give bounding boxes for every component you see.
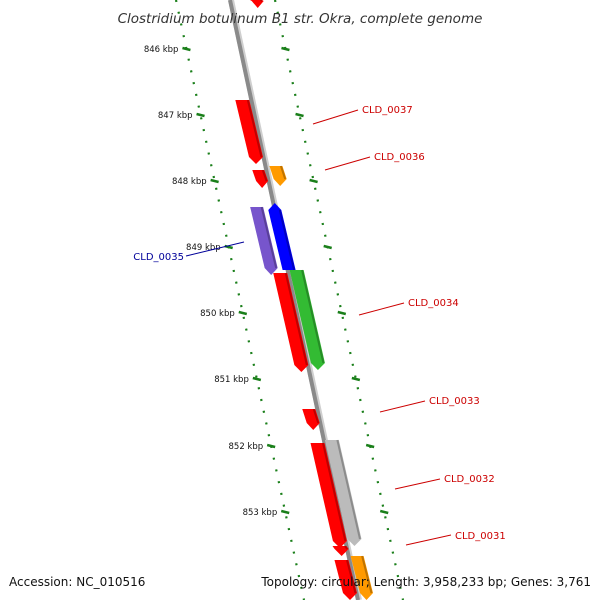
- gene-bar-shade: [284, 272, 308, 366]
- gene-label: CLD_0036: [374, 152, 425, 163]
- tick-mark: [280, 509, 290, 515]
- gene-bar: [334, 560, 357, 600]
- position-ticks: 846 kbp 847 kbp 848 kbp 849 kbp 850 kbp 851 k…: [144, 45, 389, 518]
- label-leader-line: [394, 478, 441, 490]
- tick-mark-right: [365, 443, 375, 449]
- gene-bar-shade: [345, 559, 357, 594]
- gene-bar-shade: [301, 269, 325, 364]
- tick-mark-right: [323, 244, 332, 250]
- gene-bar: [268, 203, 296, 270]
- tick-label: 848 kbp: [172, 177, 207, 187]
- gene-bar-shade: [336, 439, 361, 540]
- gene-label: CLD_0037: [362, 105, 413, 116]
- gene-bar-shade: [322, 442, 347, 542]
- gene-label: CLD_0034: [408, 298, 459, 309]
- gene-bar-shade: [312, 408, 320, 424]
- tick-label: 853 kbp: [243, 508, 278, 518]
- gene-bar-shade: [259, 0, 263, 2]
- tick-mark: [210, 178, 219, 184]
- tick-mark-right: [337, 310, 347, 316]
- tick-mark-right: [281, 46, 290, 52]
- tick-mark-right: [295, 112, 304, 118]
- tick-mark-right: [379, 509, 389, 515]
- tick-label: 846 kbp: [144, 45, 179, 55]
- tick-label: 849 kbp: [186, 243, 221, 253]
- gene-labels: CLD_0037 CLD_0036 CLD_0035 CLD_0034 CLD_0033…: [133, 105, 506, 546]
- gene-bar: [289, 270, 325, 370]
- gene-bar-shade: [279, 165, 287, 180]
- tick-mark-right: [309, 178, 318, 184]
- gene-bar-shade: [261, 169, 268, 182]
- tick-label: 852 kbp: [229, 442, 264, 452]
- gene-bar-shade: [361, 555, 373, 594]
- gene-bar-shade: [260, 206, 278, 269]
- gene-bar-shade: [344, 545, 348, 550]
- gene-label: CLD_0033: [429, 396, 480, 407]
- gene-label: CLD_0032: [444, 474, 495, 485]
- tick-mark: [266, 443, 276, 449]
- map-title: Clostridium botulinum B1 str. Okra, comp…: [118, 11, 483, 27]
- tick-mark: [252, 376, 262, 382]
- label-leader-line: [379, 400, 426, 413]
- gene-bar-shade: [278, 209, 296, 271]
- gene-bar: [273, 273, 309, 372]
- gene-bar: [250, 0, 264, 8]
- tick-label: 850 kbp: [200, 309, 235, 319]
- gene-bar: [310, 443, 347, 548]
- gene-bar-shade: [246, 99, 263, 158]
- gene-bar: [250, 207, 278, 275]
- gene-label: CLD_0031: [455, 531, 506, 542]
- gene-bar: [350, 556, 373, 600]
- tick-mark: [196, 112, 205, 118]
- label-leader-line: [358, 302, 405, 316]
- gene-bar: [302, 409, 320, 430]
- tick-mark: [238, 310, 248, 316]
- genes: [235, 0, 373, 600]
- label-leader-line: [405, 534, 452, 546]
- label-leader-line: [324, 156, 371, 171]
- topology-text: Topology: circular; Length: 3,958,233 bp…: [260, 575, 591, 589]
- label-leader-line: [185, 241, 245, 257]
- accession-text: Accession: NC_010516: [9, 575, 145, 589]
- gene-bar: [252, 170, 269, 188]
- gene-bar: [324, 440, 362, 546]
- tick-label: 851 kbp: [214, 375, 249, 385]
- gene-bar: [235, 100, 263, 164]
- tick-mark: [182, 46, 191, 52]
- gene-bar: [269, 166, 287, 186]
- tick-label: 847 kbp: [158, 111, 193, 121]
- label-leader-line: [312, 109, 359, 125]
- gene-label: CLD_0035: [133, 252, 184, 263]
- gene-bar: [332, 546, 349, 556]
- tick-mark-right: [351, 376, 361, 382]
